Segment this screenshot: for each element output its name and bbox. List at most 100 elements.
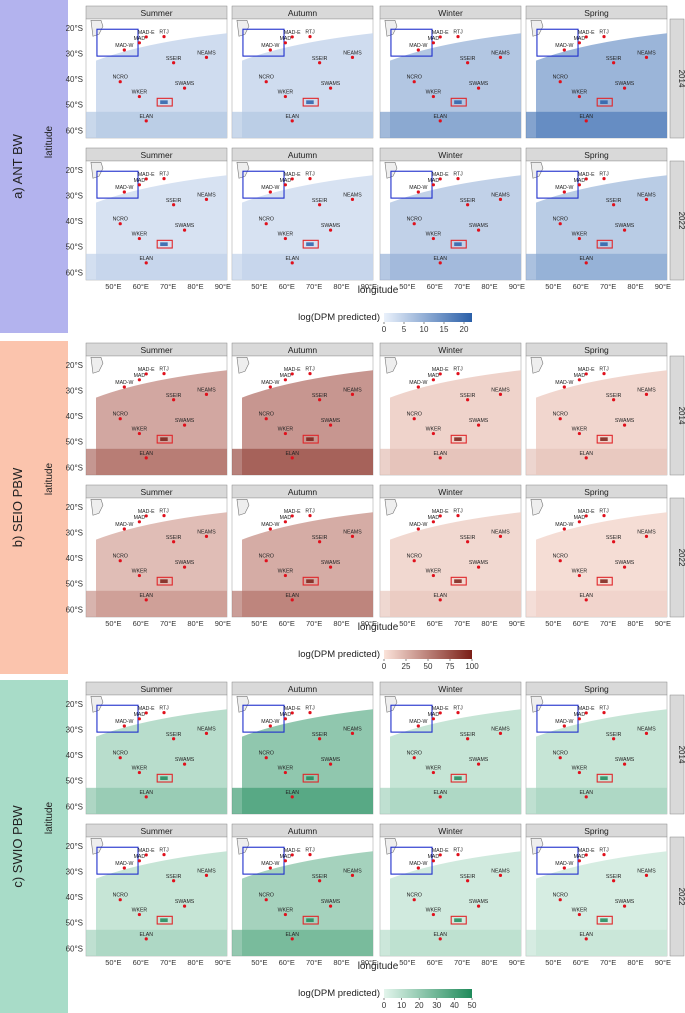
- station-label: MAD-W: [409, 43, 427, 49]
- station-marker: [283, 573, 287, 578]
- station-marker: [438, 456, 442, 460]
- station-marker: [558, 559, 562, 563]
- panel-label-band: [0, 680, 68, 1013]
- madagascar-landmass: [530, 161, 544, 179]
- station-marker: [431, 717, 435, 721]
- station-label: WKER: [132, 232, 148, 238]
- kerguelen-box: [450, 576, 467, 586]
- colorbar-tick-label: 25: [402, 662, 411, 671]
- station-marker: [144, 35, 148, 39]
- kerguelen-hotspot: [160, 918, 168, 923]
- station-label: RTJ: [453, 367, 463, 373]
- station-marker: [431, 41, 435, 45]
- x-tick-label: 70°E: [160, 619, 176, 628]
- x-tick-label: 50°E: [545, 958, 561, 967]
- density-band: [526, 448, 667, 475]
- y-tick-label: 50°S: [66, 438, 83, 447]
- density-band: [86, 787, 227, 814]
- station-marker: [144, 372, 148, 376]
- kerguelen-hotspot: [306, 918, 314, 923]
- station-marker: [122, 527, 126, 531]
- station-label: ELAN: [285, 114, 299, 120]
- y-tick-label: 60°S: [66, 126, 83, 135]
- station-label: RTJ: [305, 367, 315, 373]
- station-label: MAD: [134, 178, 146, 184]
- station-marker: [602, 372, 606, 376]
- station-marker: [584, 853, 588, 857]
- station-marker: [118, 559, 122, 563]
- season-strip-label: Spring: [584, 826, 609, 836]
- station-label: MAD-E: [432, 509, 449, 515]
- density-band: [86, 253, 227, 280]
- kerguelen-hotspot: [600, 918, 608, 923]
- station-marker: [283, 431, 287, 436]
- station-marker: [283, 912, 287, 917]
- y-tick-label: 30°S: [66, 50, 83, 59]
- station-label: ELAN: [139, 790, 153, 796]
- station-marker: [118, 80, 122, 84]
- panel-label: a) ANT BW: [10, 133, 25, 199]
- station-label: NCRO: [113, 217, 128, 223]
- station-marker: [204, 392, 209, 396]
- station-marker: [328, 904, 333, 908]
- kerguelen-box: [156, 915, 173, 925]
- station-marker: [577, 520, 581, 524]
- station-label: NEAMS: [343, 529, 362, 535]
- station-label: MAD-E: [578, 848, 595, 854]
- station-label: NCRO: [407, 412, 422, 418]
- colorbar-title: log(DPM predicted): [298, 988, 380, 999]
- station-marker: [144, 177, 148, 181]
- station-marker: [577, 378, 581, 382]
- y-axis-label: latitude: [44, 801, 55, 834]
- station-marker: [283, 236, 287, 241]
- station-label: WKER: [426, 908, 442, 914]
- x-tick-label: 70°E: [454, 958, 470, 967]
- station-label: MAD-E: [432, 30, 449, 36]
- station-marker: [328, 228, 333, 232]
- y-axis-label: latitude: [44, 462, 55, 495]
- station-marker: [476, 423, 481, 427]
- madagascar-landmass: [530, 498, 544, 516]
- station-marker: [476, 86, 481, 90]
- station-label: SSEIR: [312, 56, 328, 62]
- station-label: MAD-W: [409, 861, 427, 867]
- station-marker: [162, 177, 166, 181]
- station-label: MAD: [428, 854, 440, 860]
- station-label: NEAMS: [491, 387, 510, 393]
- station-label: NCRO: [259, 412, 274, 418]
- station-marker: [268, 385, 272, 389]
- station-marker: [456, 514, 460, 518]
- colorbar-tick-label: 0: [382, 325, 387, 334]
- station-marker: [438, 177, 442, 181]
- station-marker: [268, 527, 272, 531]
- station-label: RTJ: [305, 848, 315, 854]
- station-label: ELAN: [433, 932, 447, 938]
- station-marker: [416, 866, 420, 870]
- x-tick-label: 90°E: [361, 958, 377, 967]
- station-marker: [612, 879, 616, 883]
- colorbar-tick-label: 20: [415, 1001, 424, 1010]
- station-label: MAD: [280, 178, 292, 184]
- station-marker: [122, 866, 126, 870]
- station-label: WKER: [426, 569, 442, 575]
- station-label: NCRO: [259, 893, 274, 899]
- station-marker: [290, 119, 294, 123]
- x-tick-label: 60°E: [573, 619, 589, 628]
- station-label: MAD-E: [138, 172, 155, 178]
- station-marker: [476, 762, 481, 766]
- station-marker: [562, 527, 566, 531]
- station-marker: [182, 423, 187, 427]
- station-marker: [456, 372, 460, 376]
- station-label: RTJ: [453, 706, 463, 712]
- station-label: WKER: [278, 427, 294, 433]
- station-marker: [172, 737, 176, 741]
- madagascar-landmass: [90, 695, 104, 713]
- density-band: [232, 590, 373, 617]
- station-marker: [438, 853, 442, 857]
- station-label: MAD-E: [138, 848, 155, 854]
- x-tick-label: 60°E: [427, 958, 443, 967]
- x-axis-label: longitude: [358, 961, 399, 972]
- x-tick-label: 90°E: [215, 282, 231, 291]
- x-tick-label: 80°E: [333, 282, 349, 291]
- kerguelen-hotspot: [600, 437, 608, 442]
